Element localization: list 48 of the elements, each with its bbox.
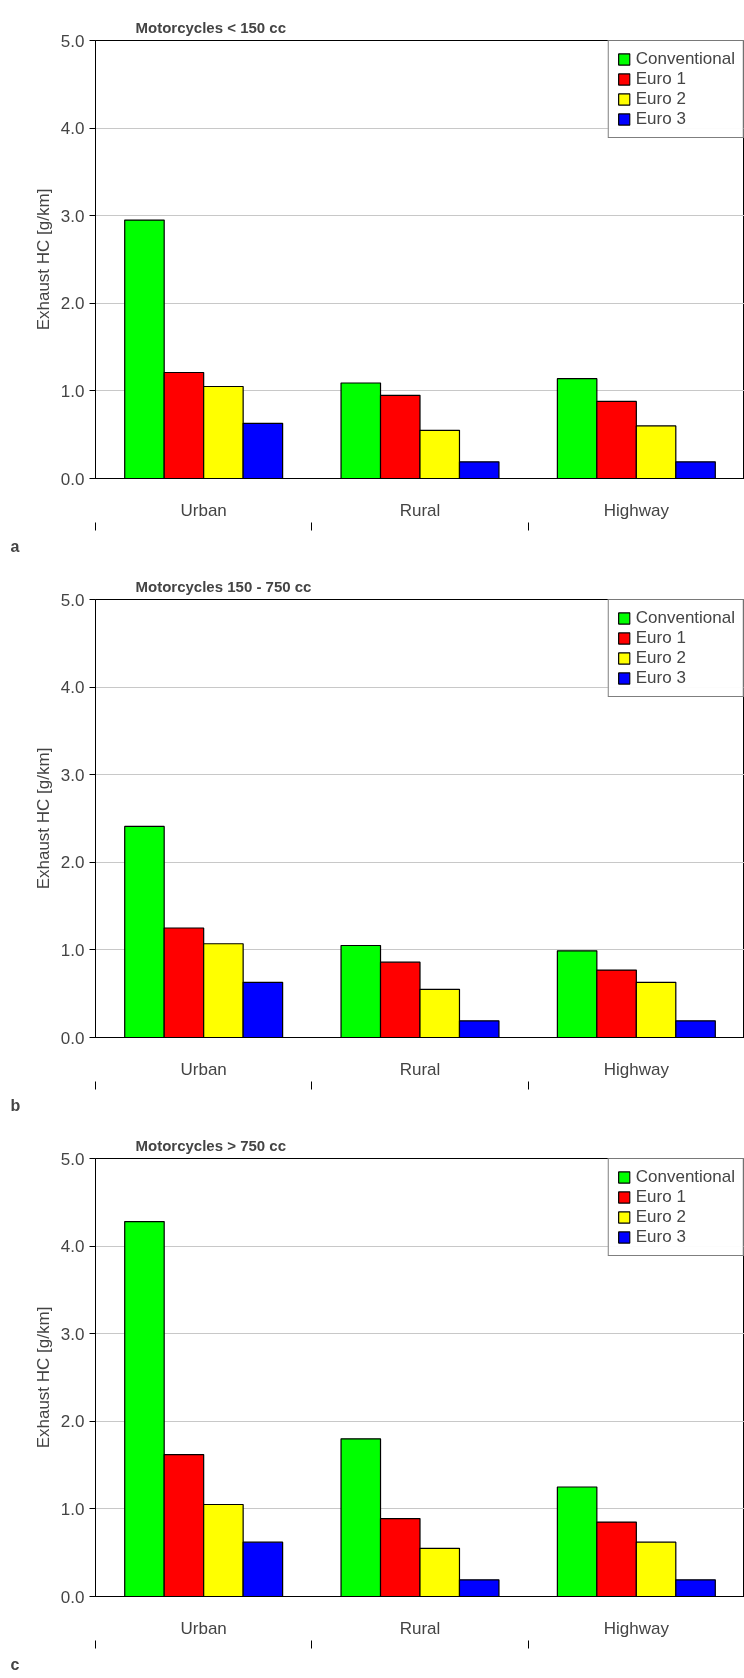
- y-tick-label: 5.0: [60, 31, 85, 51]
- legend-label: Euro 2: [635, 648, 686, 668]
- legend-label: Euro 3: [635, 109, 686, 129]
- y-axis-title: Exhaust HC [g/km]: [33, 1306, 53, 1449]
- x-tick-label: Urban: [180, 1059, 227, 1079]
- y-tick-label: 2.0: [60, 294, 85, 314]
- x-tick-label: Urban: [180, 1618, 227, 1638]
- y-tick-label: 0.0: [60, 1587, 85, 1607]
- text: c: [10, 1655, 20, 1673]
- y-tick-label: 1.0: [60, 381, 85, 401]
- x-tick-label: Highway: [603, 1618, 670, 1638]
- y-tick-label: 3.0: [60, 206, 85, 226]
- y-tick-label: 5.0: [60, 590, 85, 610]
- legend-label: Conventional: [635, 49, 735, 69]
- y-tick-label: 0.0: [60, 469, 85, 489]
- chart-title: Motorcycles 150 - 750 cc: [135, 577, 312, 595]
- y-axis-title: Exhaust HC [g/km]: [33, 747, 53, 890]
- y-tick-label: 3.0: [60, 765, 85, 785]
- y-tick-label: 5.0: [60, 1149, 85, 1169]
- chart-title: Motorcycles < 150 cc: [135, 18, 287, 36]
- y-tick-label: 1.0: [60, 1499, 85, 1519]
- y-tick-label: 4.0: [60, 678, 85, 698]
- y-tick-label: 2.0: [60, 1412, 85, 1432]
- legend-label: Euro 1: [635, 1187, 686, 1207]
- y-tick-label: 4.0: [60, 119, 85, 139]
- legend-label: Euro 1: [635, 69, 686, 89]
- legend-label: Conventional: [635, 1167, 735, 1187]
- x-tick-label: Rural: [399, 1059, 441, 1079]
- legend-label: Euro 3: [635, 1227, 686, 1247]
- x-tick-label: Urban: [180, 500, 227, 520]
- x-tick-label: Rural: [399, 1618, 441, 1638]
- text: b: [10, 1096, 21, 1114]
- x-tick-label: Rural: [399, 500, 441, 520]
- x-tick-label: Highway: [603, 500, 670, 520]
- y-tick-label: 3.0: [60, 1324, 85, 1344]
- legend-label: Euro 3: [635, 668, 686, 688]
- y-tick-label: 2.0: [60, 853, 85, 873]
- y-tick-label: 4.0: [60, 1237, 85, 1257]
- y-tick-label: 0.0: [60, 1028, 85, 1048]
- chart-title: Motorcycles > 750 cc: [135, 1136, 287, 1154]
- y-tick-label: 1.0: [60, 940, 85, 960]
- legend-label: Euro 2: [635, 1207, 686, 1227]
- legend-label: Euro 2: [635, 89, 686, 109]
- text: a: [10, 537, 20, 555]
- y-axis-title: Exhaust HC [g/km]: [33, 188, 53, 331]
- x-tick-label: Highway: [603, 1059, 670, 1079]
- legend-label: Euro 1: [635, 628, 686, 648]
- legend-label: Conventional: [635, 608, 735, 628]
